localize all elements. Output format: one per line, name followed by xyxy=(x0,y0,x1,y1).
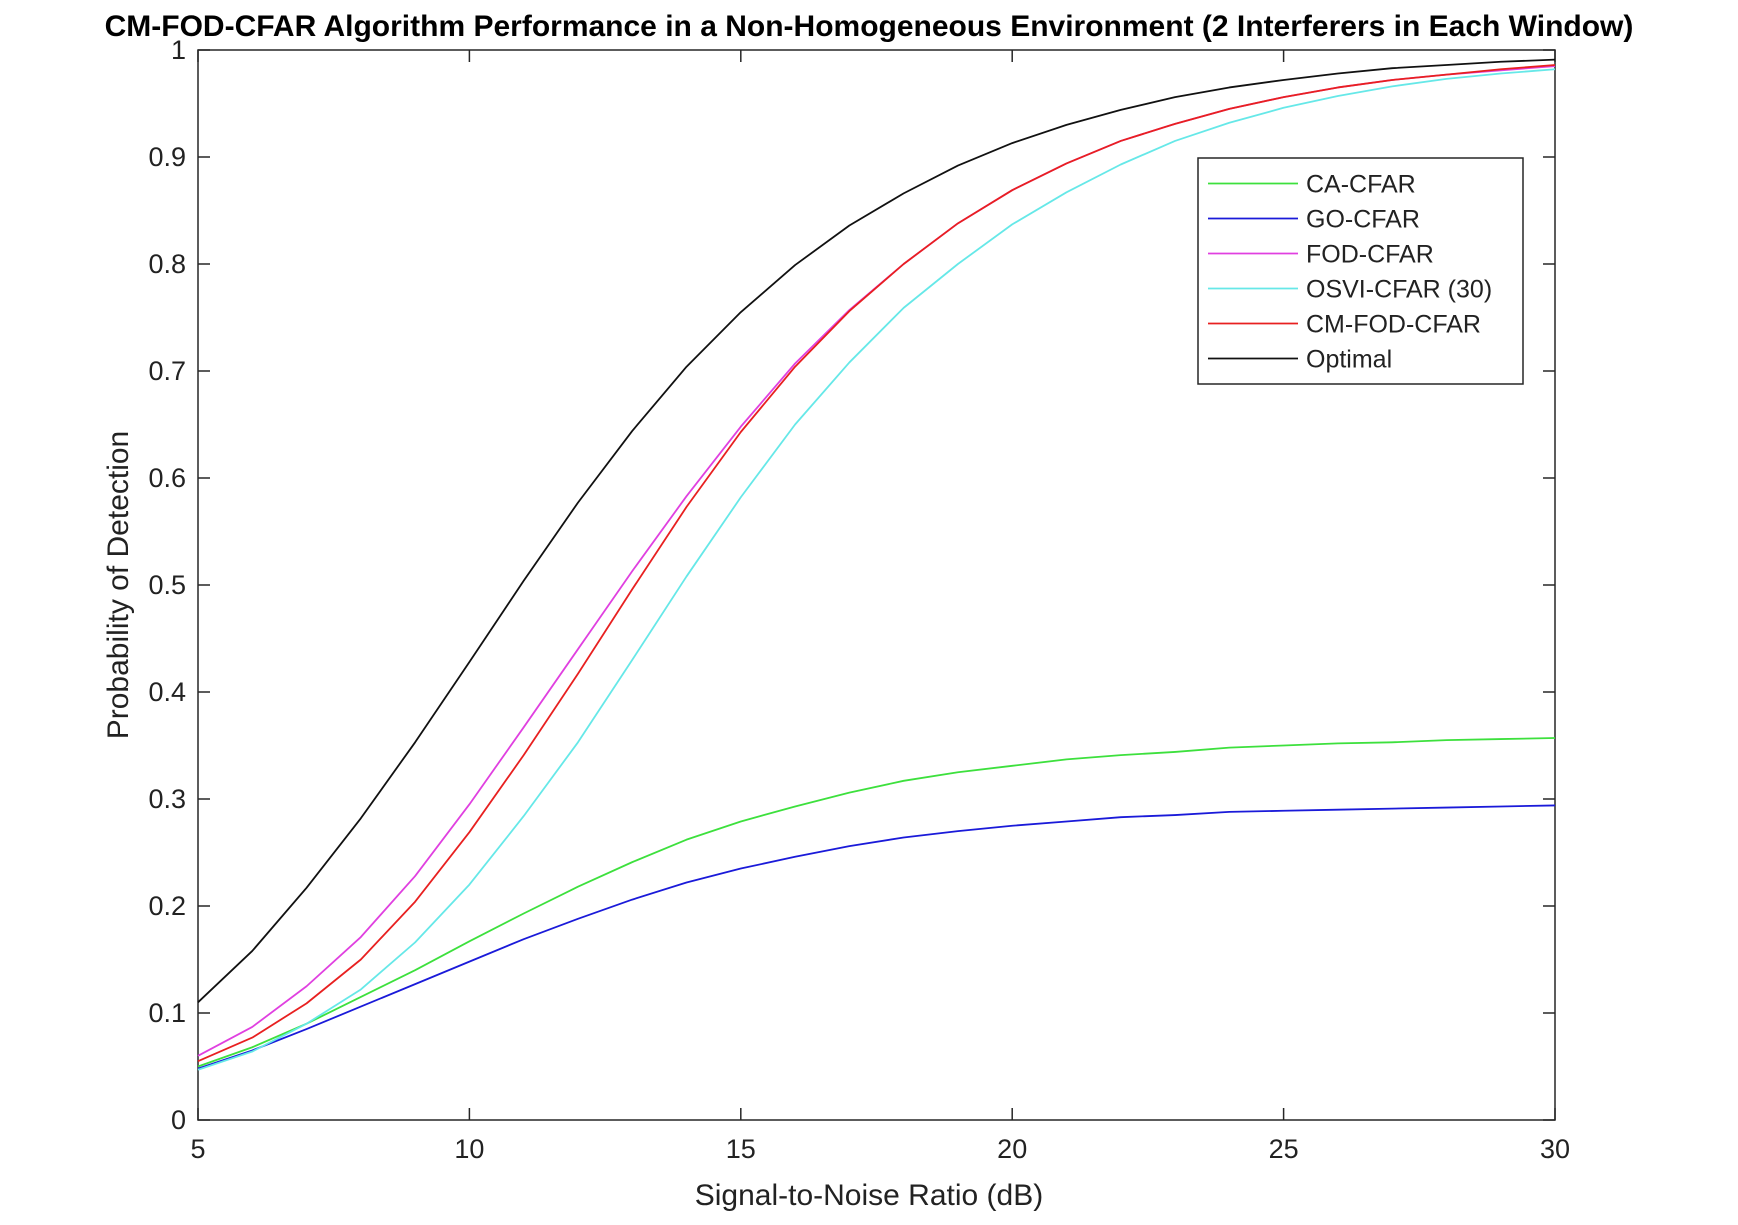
series-line-osvi-cfar-30 xyxy=(197,68,1556,1071)
x-tick-label: 25 xyxy=(1269,1134,1299,1164)
y-tick-label: 1 xyxy=(171,35,186,65)
x-tick-label: 15 xyxy=(726,1134,756,1164)
x-axis-label: Signal-to-Noise Ratio (dB) xyxy=(695,1179,1043,1212)
series-line-ca-cfar xyxy=(197,737,1556,1068)
legend-label: OSVI-CFAR (30) xyxy=(1306,276,1492,304)
y-tick-label: 0 xyxy=(171,1105,186,1135)
y-axis-label: Probability of Detection xyxy=(102,431,135,740)
x-tick-label: 30 xyxy=(1540,1134,1570,1164)
y-tick-label: 0.9 xyxy=(148,142,186,172)
y-tick-label: 0.5 xyxy=(148,570,186,600)
legend: CA-CFAR GO-CFAR FOD-CFAR OSVI-CFAR (30) CM-F… xyxy=(1197,157,1524,385)
legend-label: FOD-CFAR xyxy=(1306,241,1434,269)
legend-label: CA-CFAR xyxy=(1306,171,1416,199)
y-tick-label: 0.7 xyxy=(148,356,186,386)
legend-label: GO-CFAR xyxy=(1306,206,1420,234)
y-tick-label: 0.1 xyxy=(148,998,186,1028)
x-tick-label: 10 xyxy=(454,1134,484,1164)
y-tick-label: 0.6 xyxy=(148,463,186,493)
y-tick-label: 0.4 xyxy=(148,677,186,707)
legend-label: CM-FOD-CFAR xyxy=(1306,311,1481,339)
y-tick-label: 0.3 xyxy=(148,784,186,814)
legend-box xyxy=(1197,157,1524,385)
y-tick-label: 0.2 xyxy=(148,891,186,921)
series-line-cm-fod-cfar xyxy=(197,64,1556,1062)
axis-ticks: 5 10 15 20 25 30 0 0.1 0.2 0.3 0.4 0.5 0.6 0.7 0.8 0.9 1 xyxy=(148,35,1570,1164)
series-line-go-cfar xyxy=(197,804,1556,1070)
series-lines xyxy=(197,58,1556,1071)
x-tick-label: 20 xyxy=(997,1134,1027,1164)
x-tick-label: 5 xyxy=(190,1134,205,1164)
series-line-optimal xyxy=(197,58,1556,1003)
y-tick-label: 0.8 xyxy=(148,249,186,279)
chart-title: CM-FOD-CFAR Algorithm Performance in a N… xyxy=(105,10,1634,43)
legend-label: Optimal xyxy=(1306,346,1392,374)
